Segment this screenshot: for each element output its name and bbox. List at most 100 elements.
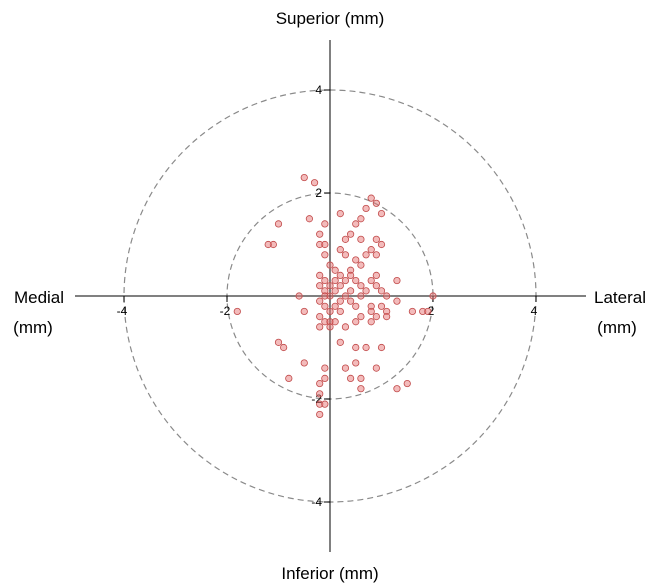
data-point [367, 307, 375, 316]
data-point [326, 292, 334, 300]
data-point [326, 282, 334, 290]
data-point [326, 323, 334, 331]
data-point [331, 302, 339, 310]
data-point [336, 282, 344, 290]
x-tick-label: -2 [220, 304, 231, 318]
inferior-axis-label: Inferior (mm) [281, 564, 378, 583]
data-point [321, 364, 329, 372]
data-point [352, 343, 360, 352]
y-tick-label: -4 [311, 495, 322, 509]
data-point [352, 220, 360, 228]
medial-axis-label: Medial [14, 288, 64, 307]
data-point [336, 297, 344, 305]
data-point [372, 282, 380, 290]
data-point [377, 287, 386, 295]
data-point [393, 385, 401, 393]
data-point [357, 261, 365, 269]
data-point [321, 374, 329, 382]
data-point [336, 246, 344, 254]
data-point [357, 215, 365, 223]
data-point [367, 194, 375, 202]
data-point [300, 359, 308, 367]
data-point [341, 364, 350, 372]
data-point [341, 292, 350, 300]
data-point [326, 307, 334, 316]
data-point [316, 312, 324, 321]
data-point [357, 282, 365, 290]
data-point [377, 302, 386, 310]
data-point [367, 246, 375, 254]
data-point [346, 271, 355, 279]
data-point [321, 276, 329, 285]
data-point [357, 312, 365, 321]
data-point [321, 302, 329, 310]
y-tick-label: 4 [315, 83, 322, 97]
data-point [403, 379, 411, 388]
data-point [352, 359, 360, 367]
data-point [321, 240, 329, 249]
data-point [336, 338, 344, 346]
data-point [393, 276, 401, 285]
data-point [331, 266, 339, 274]
data-point [316, 271, 324, 279]
data-point [321, 251, 329, 259]
data-point [352, 276, 360, 285]
data-point [285, 374, 293, 382]
data-point [321, 220, 329, 228]
data-point [352, 302, 360, 310]
data-point [341, 251, 350, 259]
data-point [316, 297, 324, 305]
data-point [352, 256, 360, 264]
data-point [233, 307, 241, 316]
data-point [300, 173, 308, 182]
data-point [352, 318, 360, 326]
medial-axis-unit: (mm) [13, 318, 53, 337]
data-point [346, 287, 355, 295]
data-point [341, 276, 350, 285]
data-point [336, 210, 344, 218]
y-tick-label: -2 [311, 392, 322, 406]
data-point [357, 235, 365, 243]
x-tick-label: -4 [117, 304, 128, 318]
data-point [377, 240, 386, 249]
data-point [310, 179, 319, 187]
data-point [367, 318, 375, 326]
data-point [264, 240, 272, 249]
data-point [316, 282, 324, 290]
data-point [362, 204, 370, 213]
data-point [331, 318, 339, 326]
data-point [357, 385, 365, 393]
data-point [372, 271, 380, 279]
data-point [331, 276, 339, 285]
data-point [305, 215, 313, 223]
data-points [233, 173, 437, 419]
data-point [316, 390, 324, 398]
data-point [429, 292, 437, 300]
data-point [300, 307, 308, 316]
data-point [357, 374, 365, 382]
data-point [393, 297, 401, 305]
data-point [362, 251, 370, 259]
data-point [372, 235, 380, 243]
data-point [274, 220, 283, 228]
data-point [316, 379, 324, 388]
data-point [341, 323, 350, 331]
data-point [341, 235, 350, 243]
data-point [346, 374, 355, 382]
data-point [372, 199, 380, 207]
data-point [362, 287, 370, 295]
data-point [295, 292, 303, 300]
data-point [331, 287, 339, 295]
data-point [372, 312, 380, 321]
data-point [316, 230, 324, 238]
y-tick-label: 2 [315, 186, 322, 200]
data-point [383, 312, 391, 321]
x-tick-label: 4 [531, 304, 538, 318]
data-point [326, 261, 334, 269]
lateral-axis-unit: (mm) [597, 318, 637, 337]
lateral-axis-label: Lateral [594, 288, 646, 307]
data-point [383, 292, 391, 300]
data-point [316, 410, 324, 419]
data-point [377, 343, 386, 352]
